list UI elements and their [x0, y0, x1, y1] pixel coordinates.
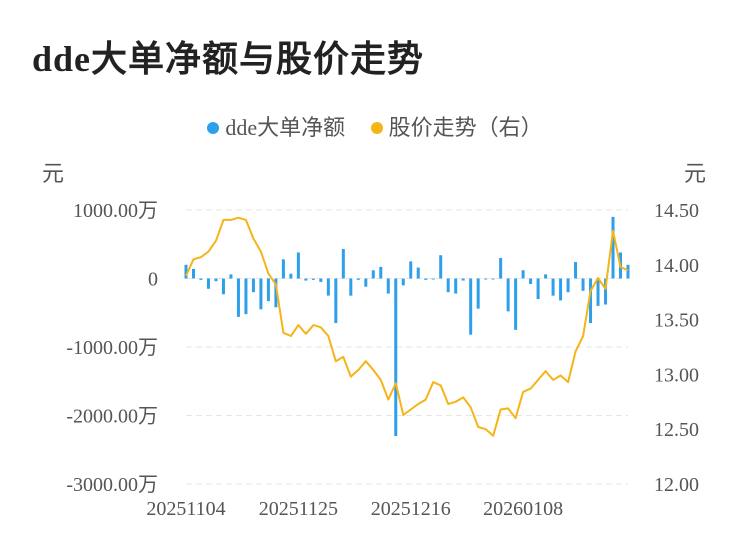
- right-tick-label: 14.50: [654, 200, 699, 222]
- bar: [221, 278, 225, 295]
- right-tick-label: 12.00: [654, 474, 699, 496]
- bar: [394, 278, 398, 437]
- bar: [364, 278, 368, 287]
- right-tick-label: 13.50: [654, 310, 699, 332]
- bar: [536, 278, 540, 300]
- bar: [236, 278, 240, 317]
- legend-dot-dde-icon: [207, 121, 220, 134]
- bar: [416, 267, 420, 279]
- bar: [311, 278, 315, 280]
- bar: [476, 278, 480, 309]
- bar: [349, 278, 353, 296]
- x-tick-label: 20260108: [483, 498, 563, 520]
- bar: [251, 278, 255, 293]
- bar: [611, 216, 615, 279]
- bar: [401, 278, 405, 286]
- legend-label-dde: dde大单净额: [225, 115, 346, 140]
- left-tick-label: -1000.00万: [66, 337, 158, 359]
- bar: [551, 278, 555, 296]
- bar: [454, 278, 458, 294]
- bar: [409, 261, 413, 279]
- bar: [604, 278, 608, 305]
- legend-dot-price-icon: [370, 121, 383, 134]
- bar: [461, 278, 465, 281]
- bar: [589, 278, 593, 324]
- bar: [544, 274, 548, 279]
- bar: [319, 278, 323, 282]
- bar: [439, 255, 443, 279]
- bar: [289, 273, 293, 279]
- bar: [214, 278, 218, 282]
- bar: [244, 278, 248, 315]
- bar: [341, 249, 345, 279]
- chart-title: dde大单净额与股价走势: [32, 39, 425, 79]
- bar: [469, 278, 473, 335]
- legend: dde大单净额 股价走势（右）: [0, 110, 750, 142]
- left-tick-label: -2000.00万: [66, 406, 158, 428]
- left-tick-label: 1000.00万: [73, 200, 158, 222]
- bar: [514, 278, 518, 330]
- bar: [274, 278, 278, 308]
- left-axis-unit: 元: [42, 161, 65, 186]
- bar: [191, 268, 195, 279]
- legend-item-price[interactable]: 股价走势（右）: [370, 110, 543, 142]
- bar: [574, 262, 578, 279]
- bar: [266, 278, 270, 302]
- x-tick-label: 20251104: [146, 498, 225, 520]
- x-tick-label: 20251125: [259, 498, 338, 520]
- bar: [379, 266, 383, 279]
- bar: [566, 278, 570, 293]
- bar: [559, 278, 563, 301]
- bar: [184, 264, 188, 279]
- bar: [259, 278, 263, 310]
- bar: [206, 278, 210, 289]
- bar: [326, 278, 330, 296]
- bar: [491, 278, 495, 280]
- left-tick-label: -3000.00万: [66, 474, 158, 496]
- bar: [296, 252, 300, 279]
- legend-label-price: 股价走势（右）: [388, 115, 543, 140]
- bar: [386, 278, 390, 294]
- bar: [229, 274, 233, 279]
- left-tick-label: 0: [148, 269, 158, 291]
- bar: [446, 278, 450, 293]
- bar: [356, 278, 360, 280]
- bar: [626, 264, 630, 279]
- bar: [529, 278, 533, 284]
- legend-item-dde[interactable]: dde大单净额: [207, 110, 345, 142]
- bar: [484, 278, 488, 280]
- bar: [506, 278, 510, 312]
- right-tick-label: 14.00: [654, 255, 699, 277]
- x-tick-label: 20251216: [371, 498, 451, 520]
- bar: [371, 270, 375, 279]
- bar: [199, 278, 203, 280]
- bar: [581, 278, 585, 291]
- bar: [334, 278, 338, 324]
- right-tick-label: 13.00: [654, 364, 699, 386]
- bar: [499, 257, 503, 279]
- bar: [596, 278, 600, 306]
- bar: [431, 278, 435, 280]
- right-axis-unit: 元: [684, 161, 707, 186]
- bar: [304, 278, 308, 281]
- price-line: [185, 216, 629, 437]
- bar: [281, 259, 285, 279]
- bar: [424, 278, 428, 280]
- bar: [521, 270, 525, 279]
- right-tick-label: 12.50: [654, 419, 699, 441]
